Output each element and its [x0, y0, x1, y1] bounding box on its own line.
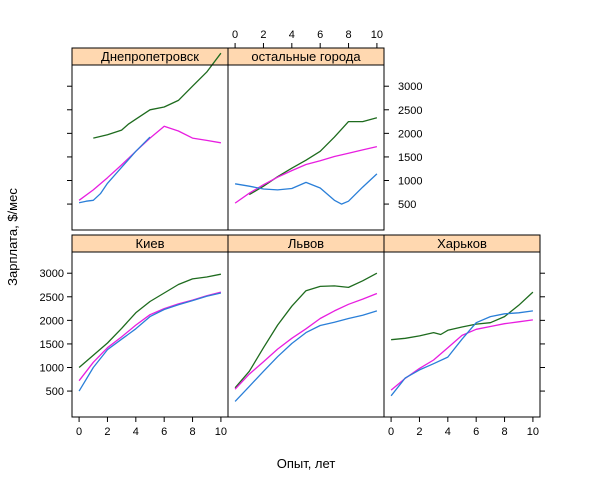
series-line: [78, 292, 222, 392]
y-tick-label: 1000: [398, 176, 422, 188]
panel-frame: [383, 251, 541, 418]
series-line: [390, 310, 533, 397]
y-tick-label: 3000: [40, 268, 64, 280]
series-line: [93, 52, 222, 139]
x-tick-label: 4: [133, 426, 139, 438]
y-axis-label: Зарплата, $/мес: [5, 188, 20, 286]
y-tick-label: 1000: [40, 363, 64, 375]
series-line: [234, 173, 378, 205]
series-line: [391, 291, 534, 341]
x-axis-label: Опыт, лет: [277, 456, 336, 471]
panel-strip-label: Харьков: [437, 236, 487, 251]
panel-frame: [227, 251, 385, 418]
x-tick-label: 6: [317, 29, 323, 41]
y-tick-label: 500: [46, 386, 64, 398]
panel-strip-label: остальные города: [251, 49, 361, 64]
x-tick-label: 0: [232, 29, 238, 41]
y-tick-label: 500: [398, 199, 416, 211]
series-line: [234, 292, 378, 390]
panel-strip-label: Днепропетровск: [101, 49, 199, 64]
y-tick-label: 2500: [40, 292, 64, 304]
y-tick-label: 2000: [398, 128, 422, 140]
x-tick-label: 8: [345, 29, 351, 41]
panel-frame: [227, 64, 385, 231]
x-tick-label: 10: [215, 426, 227, 438]
x-tick-label: 6: [161, 426, 167, 438]
series-line: [78, 136, 151, 204]
series-line: [78, 273, 222, 368]
panel-0: Днепропетровск: [67, 47, 229, 231]
x-tick-label: 8: [189, 426, 195, 438]
panel-1: остальные города 500 1000 1500 2000 2500 3000 0…: [227, 29, 422, 231]
x-tick-label: 2: [104, 426, 110, 438]
series-line: [248, 117, 378, 196]
series-line: [234, 310, 378, 402]
y-tick-label: 2000: [40, 315, 64, 327]
panel-3: Львов: [227, 234, 385, 418]
x-tick-label: 10: [371, 29, 383, 41]
x-tick-label: 0: [76, 426, 82, 438]
panel-strip-label: Киев: [136, 236, 165, 251]
series-line: [78, 291, 222, 382]
x-tick-label: 2: [416, 426, 422, 438]
x-tick-label: 2: [260, 29, 266, 41]
x-tick-label: 8: [501, 426, 507, 438]
x-tick-label: 0: [388, 426, 394, 438]
x-tick-label: 4: [289, 29, 295, 41]
y-tick-label: 1500: [398, 152, 422, 164]
series-line: [390, 319, 533, 391]
y-tick-label: 1500: [40, 339, 64, 351]
y-tick-label: 2500: [398, 105, 422, 117]
panel-frame: [71, 64, 229, 231]
series-line: [234, 272, 378, 389]
series-line: [78, 125, 222, 201]
panel-2: Киев 500 1000 1500 2000 2500 3000 0 2 4 6 8 10: [40, 234, 229, 438]
panel-strip-label: Львов: [288, 236, 324, 251]
x-tick-label: 6: [473, 426, 479, 438]
x-tick-label: 10: [527, 426, 539, 438]
panel-4: Харьков 0 2 4 6 8 10: [383, 234, 545, 438]
y-tick-label: 3000: [398, 81, 422, 93]
x-tick-label: 4: [445, 426, 451, 438]
